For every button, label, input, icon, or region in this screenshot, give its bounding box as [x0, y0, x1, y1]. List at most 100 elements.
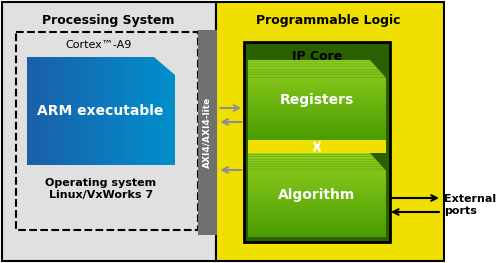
Polygon shape	[89, 57, 91, 165]
Polygon shape	[66, 57, 69, 165]
Bar	[2, 2, 216, 261]
Polygon shape	[86, 57, 89, 165]
Polygon shape	[116, 57, 119, 165]
Polygon shape	[248, 63, 374, 65]
Polygon shape	[140, 57, 143, 165]
Text: External
ports: External ports	[443, 194, 496, 216]
Polygon shape	[121, 57, 123, 165]
Polygon shape	[248, 82, 386, 84]
Polygon shape	[150, 57, 153, 165]
Polygon shape	[248, 197, 386, 198]
Polygon shape	[125, 57, 128, 165]
Polygon shape	[248, 166, 383, 168]
Polygon shape	[248, 215, 386, 217]
Polygon shape	[119, 57, 121, 165]
Polygon shape	[163, 57, 165, 165]
Polygon shape	[99, 57, 101, 165]
Polygon shape	[248, 214, 386, 215]
Polygon shape	[248, 124, 386, 126]
Polygon shape	[29, 57, 32, 165]
Polygon shape	[248, 110, 386, 111]
Polygon shape	[44, 57, 47, 165]
Polygon shape	[248, 163, 380, 165]
Polygon shape	[248, 107, 386, 108]
Polygon shape	[54, 57, 57, 165]
Polygon shape	[248, 68, 378, 70]
Polygon shape	[160, 57, 163, 165]
Polygon shape	[248, 171, 386, 173]
Polygon shape	[248, 203, 386, 205]
Polygon shape	[248, 81, 386, 82]
Polygon shape	[42, 57, 44, 165]
Polygon shape	[248, 95, 386, 97]
Polygon shape	[248, 98, 386, 100]
Polygon shape	[138, 57, 140, 165]
Polygon shape	[168, 57, 170, 165]
Polygon shape	[248, 185, 386, 187]
Polygon shape	[248, 92, 386, 94]
Polygon shape	[248, 175, 386, 176]
Polygon shape	[248, 60, 372, 62]
Polygon shape	[248, 205, 386, 207]
Polygon shape	[104, 57, 106, 165]
Polygon shape	[248, 153, 372, 155]
Polygon shape	[248, 103, 386, 105]
Polygon shape	[248, 73, 383, 74]
Polygon shape	[248, 176, 386, 178]
Polygon shape	[158, 57, 160, 165]
Polygon shape	[64, 57, 66, 165]
Text: AXI4/AXI4-lite: AXI4/AXI4-lite	[203, 96, 212, 168]
Polygon shape	[32, 57, 34, 165]
Polygon shape	[248, 195, 386, 197]
Polygon shape	[248, 90, 386, 92]
Polygon shape	[154, 57, 175, 75]
Polygon shape	[248, 126, 386, 127]
Polygon shape	[145, 57, 148, 165]
Text: IP Core: IP Core	[292, 50, 342, 63]
Polygon shape	[74, 57, 76, 165]
Polygon shape	[248, 85, 386, 87]
Polygon shape	[52, 57, 54, 165]
Polygon shape	[248, 180, 386, 181]
Polygon shape	[128, 57, 130, 165]
Polygon shape	[248, 129, 386, 130]
Polygon shape	[248, 217, 386, 219]
Polygon shape	[248, 230, 386, 232]
Polygon shape	[248, 222, 386, 224]
Bar	[248, 140, 386, 153]
Polygon shape	[248, 137, 386, 138]
Polygon shape	[248, 155, 373, 156]
Polygon shape	[248, 130, 386, 132]
Polygon shape	[173, 57, 175, 165]
Text: Processing System: Processing System	[42, 14, 174, 27]
Polygon shape	[148, 57, 150, 165]
Polygon shape	[155, 57, 158, 165]
Polygon shape	[248, 62, 373, 63]
Polygon shape	[248, 234, 386, 235]
Polygon shape	[248, 200, 386, 202]
Polygon shape	[84, 57, 86, 165]
Text: Algorithm: Algorithm	[278, 188, 356, 202]
Polygon shape	[37, 57, 39, 165]
Polygon shape	[248, 94, 386, 95]
Polygon shape	[248, 161, 379, 163]
Polygon shape	[123, 57, 125, 165]
Polygon shape	[248, 71, 381, 73]
Polygon shape	[248, 219, 386, 220]
Polygon shape	[170, 57, 173, 165]
Polygon shape	[248, 170, 386, 171]
Polygon shape	[248, 114, 386, 116]
Polygon shape	[109, 57, 111, 165]
Polygon shape	[248, 207, 386, 209]
Polygon shape	[248, 224, 386, 225]
Polygon shape	[81, 57, 84, 165]
Polygon shape	[248, 229, 386, 230]
Polygon shape	[248, 100, 386, 102]
Polygon shape	[248, 225, 386, 227]
Polygon shape	[57, 57, 59, 165]
Polygon shape	[248, 87, 386, 89]
Polygon shape	[248, 156, 374, 158]
Polygon shape	[248, 121, 386, 122]
Polygon shape	[248, 192, 386, 193]
Polygon shape	[248, 127, 386, 129]
